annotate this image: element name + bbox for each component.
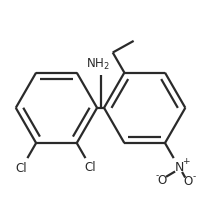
Text: +: + xyxy=(182,157,190,166)
Text: Cl: Cl xyxy=(16,162,27,175)
Text: O: O xyxy=(183,175,193,188)
Text: -: - xyxy=(155,171,158,180)
Text: NH$_2$: NH$_2$ xyxy=(86,57,110,72)
Text: N: N xyxy=(174,161,184,174)
Text: -: - xyxy=(193,172,196,181)
Text: O: O xyxy=(157,174,166,187)
Text: Cl: Cl xyxy=(85,161,97,174)
